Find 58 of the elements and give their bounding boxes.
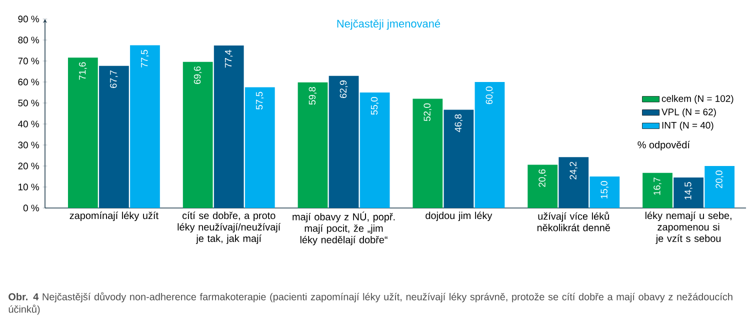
text: Obr. 4 Nejčastější důvody non-adherence farmakoterapie (pacienti zapomínají léky užít, neužívají léky správně, protože se cítí dobře a mají obavy z nežádoucích účinků) [8,292,732,315]
bar [704,166,735,208]
bar [474,82,505,208]
y-tick-label: 20 % [18,162,40,170]
x-tick-label: užívají více léků několikrát denně [537,212,610,232]
y-tick-label: 70 % [18,58,40,64]
bar [590,176,620,208]
legend-label: celkem (N = 102) [662,95,734,104]
bar [412,98,443,208]
chart-title: Nejčastěji jmenované [337,19,440,30]
y-tick-label: 40 % [18,120,40,128]
y-tick-label: 10 % [18,184,40,190]
bar [674,178,704,208]
bar [558,157,589,208]
legend-label: VPL (N = 62) [662,108,716,118]
data-label: 67,7 [110,70,118,88]
data-label: 52,0 [424,103,432,122]
annotation: % odpovědí [638,140,690,150]
bar [68,58,98,208]
data-label: 77,4 [225,50,233,68]
bar [444,110,474,208]
data-label: 46,8 [454,114,463,132]
x-tick-label: mají obavy z NÚ, popř. mají pocit, že „jim léky nedělají dobře“ [292,212,395,246]
data-label: 57,5 [256,92,264,110]
data-label: 24,2 [570,162,578,180]
bar [328,76,359,208]
bar [99,66,129,208]
y-tick-label: 90 % [18,16,40,22]
data-label: 15,0 [600,181,609,198]
data-label: 62,9 [340,80,348,98]
data-label: 20,0 [716,170,724,188]
data-label: 55,0 [370,97,379,115]
y-tick-label: 80 % [18,36,40,44]
bar [528,164,558,208]
data-label: 20,6 [538,169,547,187]
bar [182,62,213,208]
data-label: 60,0 [486,86,494,104]
data-label: 14,5 [684,182,692,200]
y-tick-label: 50 % [18,100,40,106]
bar [244,87,275,208]
bar [214,45,244,208]
bar [360,92,390,208]
y-tick-label: 0 % [23,204,40,212]
x-tick-label: cítí se dobře, a proto léky neužívají/neužívají je tak, jak mají [178,212,281,244]
data-label: 77,5 [141,50,149,68]
data-label: 16,7 [654,178,662,195]
legend-label: INT (N = 40) [662,122,714,130]
x-tick-label: dojdou jim léky [426,212,492,222]
data-label: 69,6 [194,66,202,84]
data-label: 59,8 [308,87,317,105]
bar [642,172,672,208]
y-tick-label: 30 % [18,142,40,148]
bar [130,45,160,208]
y-tick-label: 60 % [18,78,40,86]
bar [298,82,328,208]
x-tick-label: zapomínají léky užít [70,212,158,222]
x-tick-label: léky nemají u sebe, zapomenou si je vzít s sebou [645,212,732,244]
data-label: 71,6 [79,62,87,80]
